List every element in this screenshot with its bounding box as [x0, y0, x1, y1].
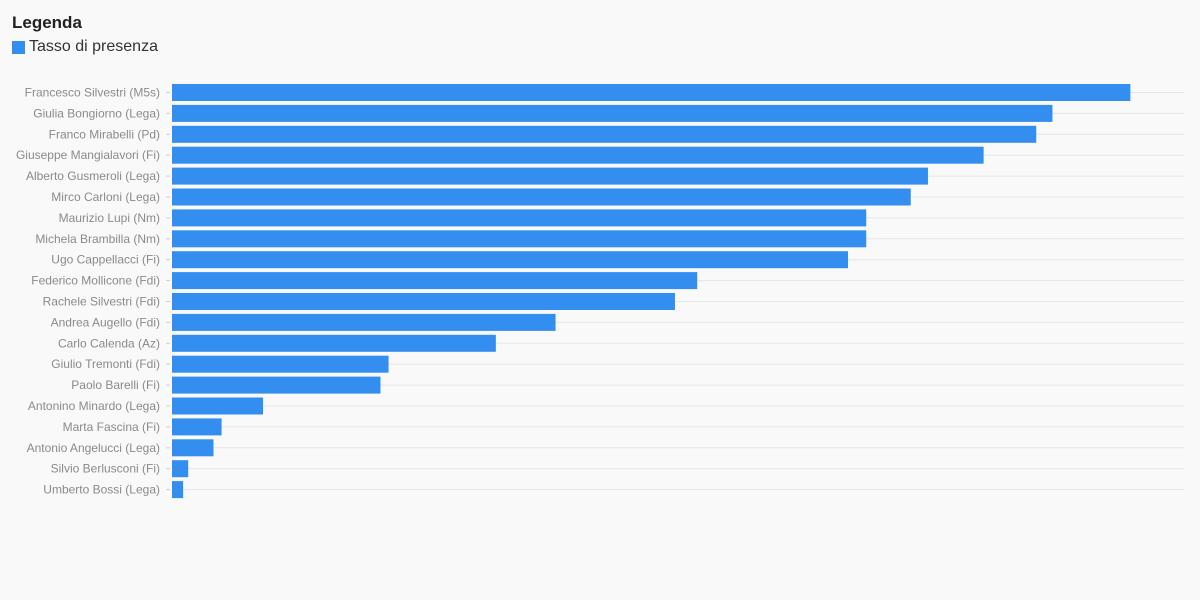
- bar[interactable]: [172, 313, 556, 331]
- y-tick-label: Giuseppe Mangialavori (Fi): [16, 148, 160, 162]
- y-tick-label: Alberto Gusmeroli (Lega): [26, 169, 160, 183]
- bar[interactable]: [172, 439, 214, 457]
- y-tick-label: Paolo Barelli (Fi): [71, 378, 160, 392]
- y-tick-label: Giulia Bongiorno (Lega): [33, 106, 160, 120]
- legend-title: Legenda: [12, 13, 82, 32]
- legend-item: Tasso di presenza: [12, 37, 158, 57]
- bar[interactable]: [172, 84, 1131, 101]
- legend: Legenda Tasso di presenza: [12, 12, 158, 57]
- y-tick-label: Umberto Bossi (Lega): [43, 483, 160, 497]
- bar[interactable]: [172, 334, 496, 352]
- bar[interactable]: [172, 209, 867, 227]
- y-tick-label: Giulio Tremonti (Fdi): [51, 357, 160, 371]
- bar[interactable]: [172, 418, 222, 436]
- bar[interactable]: [172, 272, 698, 290]
- bar[interactable]: [172, 167, 928, 185]
- y-tick-label: Ugo Cappellacci (Fi): [51, 253, 160, 267]
- bar[interactable]: [172, 230, 867, 248]
- bar[interactable]: [172, 125, 1037, 143]
- y-tick-label: Carlo Calenda (Az): [58, 336, 160, 350]
- legend-swatch: [12, 40, 25, 54]
- y-tick-label: Antonio Angelucci (Lega): [27, 441, 160, 455]
- bar[interactable]: [172, 481, 184, 499]
- bar[interactable]: [172, 376, 381, 394]
- bar[interactable]: [172, 460, 189, 478]
- bar[interactable]: [172, 146, 984, 164]
- y-tick-label: Andrea Augello (Fdi): [51, 315, 160, 329]
- bar[interactable]: [172, 355, 389, 373]
- bar[interactable]: [172, 293, 675, 310]
- y-tick-label: Michela Brambilla (Nm): [35, 232, 160, 246]
- bar[interactable]: [172, 251, 849, 269]
- y-tick-label: Franco Mirabelli (Pd): [49, 127, 160, 141]
- bar[interactable]: [172, 188, 911, 206]
- y-tick-label: Mirco Carloni (Lega): [51, 190, 160, 204]
- legend-label: Tasso di presenza: [29, 38, 158, 55]
- y-tick-label: Antonino Minardo (Lega): [28, 399, 160, 413]
- y-tick-label: Marta Fascina (Fi): [63, 420, 160, 434]
- y-tick-label: Maurizio Lupi (Nm): [59, 211, 160, 225]
- y-tick-label: Francesco Silvestri (M5s): [25, 86, 160, 100]
- bar[interactable]: [172, 397, 264, 415]
- y-tick-label: Silvio Berlusconi (Fi): [51, 462, 160, 476]
- y-tick-label: Rachele Silvestri (Fdi): [43, 295, 160, 309]
- bar[interactable]: [172, 104, 1053, 122]
- y-tick-label: Federico Mollicone (Fdi): [31, 274, 160, 288]
